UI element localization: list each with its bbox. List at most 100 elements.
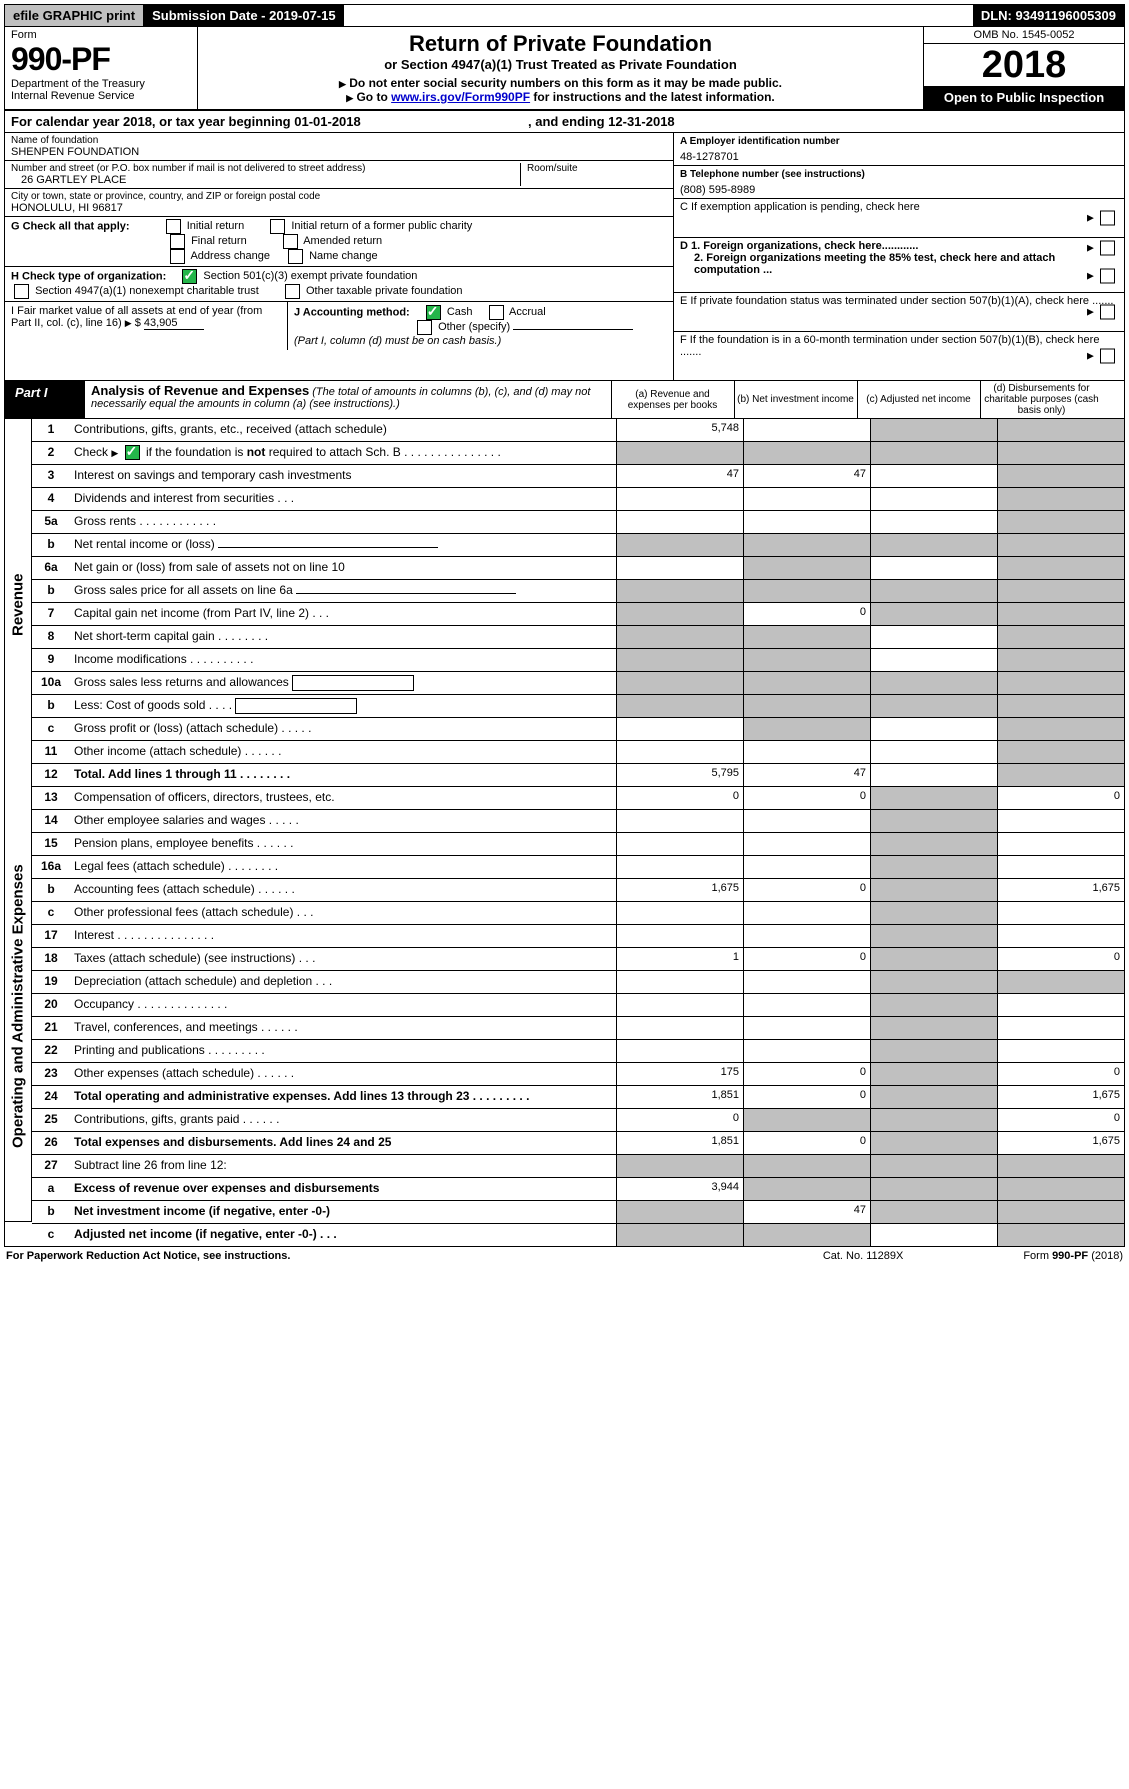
table-row: 5aGross rents . . . . . . . . . . . . [32,511,1124,534]
line-number: 16a [32,856,70,878]
cell-col-d [997,626,1124,648]
g-opt-2: Final return [191,235,247,247]
revenue-side-label: Revenue [5,419,32,791]
cell-col-d [997,557,1124,579]
cell-col-a: 1 [616,948,743,970]
line-description: Gross sales price for all assets on line… [70,580,616,602]
line-description: Taxes (attach schedule) (see instruction… [70,948,616,970]
checkbox-initial-former[interactable] [270,219,285,234]
checkbox-final-return[interactable] [170,234,185,249]
efile-button[interactable]: efile GRAPHIC print [5,5,144,26]
cell-col-d: 0 [997,948,1124,970]
dept-line-2: Internal Revenue Service [11,90,191,102]
expenses-side-label: Operating and Administrative Expenses [5,791,32,1222]
line-description: Net short-term capital gain . . . . . . … [70,626,616,648]
cell-col-b [743,741,870,763]
line-number: 5a [32,511,70,533]
line-description: Other professional fees (attach schedule… [70,902,616,924]
g-opt-4: Address change [190,250,270,262]
cell-col-c [870,1086,997,1108]
checkbox-sch-b[interactable] [125,445,140,460]
cell-col-c [870,1224,997,1246]
cell-col-c [870,833,997,855]
city-cell: City or town, state or province, country… [5,189,673,217]
cell-col-c [870,994,997,1016]
part-1-table: Revenue Operating and Administrative Exp… [4,419,1125,1247]
foundation-name: SHENPEN FOUNDATION [11,146,667,158]
checkbox-f[interactable] [1100,349,1115,364]
arrow-icon [125,317,132,329]
city-label: City or town, state or province, country… [11,191,667,202]
line-description: Legal fees (attach schedule) . . . . . .… [70,856,616,878]
table-row: 25Contributions, gifts, grants paid . . … [32,1109,1124,1132]
cell-col-c [870,787,997,809]
line-number: 1 [32,419,70,441]
checkbox-501c3[interactable] [182,269,197,284]
checkbox-address-change[interactable] [170,249,185,264]
table-row: 27Subtract line 26 from line 12: [32,1155,1124,1178]
checkbox-amended[interactable] [283,234,298,249]
g-opt-5: Name change [309,250,378,262]
line-description: Total. Add lines 1 through 11 . . . . . … [70,764,616,786]
form-title: Return of Private Foundation [202,31,919,57]
cell-col-a [616,534,743,556]
line-description: Pension plans, employee benefits . . . .… [70,833,616,855]
line-description: Other employee salaries and wages . . . … [70,810,616,832]
cell-col-d: 1,675 [997,1132,1124,1154]
line-description: Net rental income or (loss) [70,534,616,556]
table-row: 9Income modifications . . . . . . . . . … [32,649,1124,672]
cell-col-a: 5,795 [616,764,743,786]
checkbox-accrual[interactable] [489,305,504,320]
j-accrual: Accrual [509,306,546,318]
col-c-header: (c) Adjusted net income [857,381,980,418]
cell-col-b: 47 [743,465,870,487]
part-label: Part I [5,381,85,418]
checkbox-c[interactable] [1100,211,1115,226]
line-description: Interest on savings and temporary cash i… [70,465,616,487]
table-row: 20Occupancy . . . . . . . . . . . . . . [32,994,1124,1017]
line-number: 9 [32,649,70,671]
cell-col-c [870,465,997,487]
checkbox-other-taxable[interactable] [285,284,300,299]
line-number: 12 [32,764,70,786]
checkbox-cash[interactable] [426,305,441,320]
h-opt-2: Section 4947(a)(1) nonexempt charitable … [35,285,259,297]
checkbox-d1[interactable] [1100,241,1115,256]
line-description: Check if the foundation is not required … [70,442,616,464]
arrow-icon [339,76,346,90]
checkbox-4947[interactable] [14,284,29,299]
cell-col-b [743,1155,870,1177]
d1-label: D 1. Foreign organizations, check here..… [680,240,918,252]
line-number: 15 [32,833,70,855]
cell-col-a [616,649,743,671]
footer-mid: Cat. No. 11289X [823,1250,904,1262]
cell-col-d [997,764,1124,786]
table-row: 24Total operating and administrative exp… [32,1086,1124,1109]
addr-label: Number and street (or P.O. box number if… [11,163,520,174]
line-number: b [32,580,70,602]
cell-col-c [870,741,997,763]
checkbox-d2[interactable] [1100,269,1115,284]
cell-col-c [870,603,997,625]
checkbox-other-method[interactable] [417,320,432,335]
cell-col-a [616,1155,743,1177]
checkbox-e[interactable] [1100,305,1115,320]
checkbox-name-change[interactable] [288,249,303,264]
cell-col-c [870,488,997,510]
checkbox-initial-return[interactable] [166,219,181,234]
line-description: Subtract line 26 from line 12: [70,1155,616,1177]
footer-right: Form 990-PF (2018) [1023,1250,1123,1262]
col-d-header: (d) Disbursements for charitable purpose… [980,381,1103,418]
form-label: Form [11,29,191,41]
table-row: 3Interest on savings and temporary cash … [32,465,1124,488]
table-row: 19Depreciation (attach schedule) and dep… [32,971,1124,994]
cell-col-a [616,1040,743,1062]
cell-col-b [743,557,870,579]
cell-col-a [616,833,743,855]
g-opt-1: Initial return of a former public charit… [291,220,472,232]
cell-col-c [870,1109,997,1131]
table-row: 11Other income (attach schedule) . . . .… [32,741,1124,764]
instructions-link[interactable]: www.irs.gov/Form990PF [391,90,530,104]
phone-cell: B Telephone number (see instructions) (8… [674,166,1124,199]
line-number: 24 [32,1086,70,1108]
